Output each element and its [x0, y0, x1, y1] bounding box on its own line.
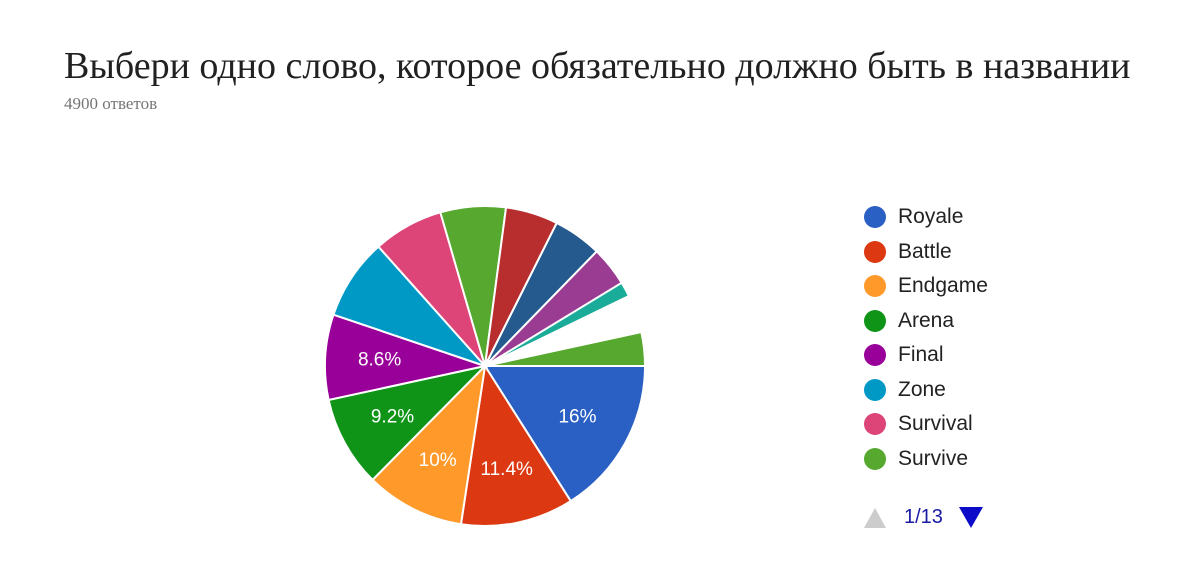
- legend-label: Final: [898, 343, 944, 367]
- legend-label: Royale: [898, 205, 964, 229]
- pie-slice-13: [484, 330, 647, 367]
- slice-label: 16%: [558, 406, 596, 427]
- pie-slice-arena: [327, 364, 489, 482]
- chart-title: Выбери одно слово, которое обязательно д…: [64, 45, 1131, 87]
- slice-label: 11.4%: [480, 459, 533, 480]
- legend-item-final: Final: [864, 338, 988, 373]
- legend-label: Survive: [898, 446, 969, 470]
- legend-item-zone: Zone: [864, 373, 988, 408]
- legend-label: Arena: [898, 308, 955, 332]
- legend-item-endgame: Endgame: [864, 269, 988, 304]
- page-indicator: 1/13: [904, 506, 943, 528]
- pie-slice-royale: [483, 365, 647, 503]
- legend-dot-icon: [864, 447, 886, 470]
- triangle-up-icon[interactable]: [864, 507, 886, 528]
- legend-item-arena: Arena: [864, 304, 988, 339]
- legend-item-survival: Survival: [864, 407, 988, 442]
- legend-dot-icon: [864, 344, 886, 367]
- triangle-down-icon[interactable]: [958, 507, 983, 528]
- legend-dot-icon: [864, 378, 886, 401]
- legend-label: Survival: [898, 412, 973, 436]
- legend: Royale Battle Endgame Arena Final Zone S…: [864, 200, 988, 476]
- legend-item-royale: Royale: [864, 200, 988, 235]
- legend-dot-icon: [864, 413, 886, 436]
- legend-pager: 1/13: [864, 506, 983, 529]
- legend-item-survive: Survive: [864, 442, 988, 477]
- legend-label: Zone: [898, 377, 946, 401]
- legend-dot-icon: [864, 275, 886, 298]
- slice-label: 8.6%: [358, 350, 401, 371]
- legend-dot-icon: [864, 240, 886, 263]
- pie-slice-endgame: [371, 363, 487, 526]
- legend-dot-icon: [864, 309, 886, 332]
- slice-label: 9.2%: [371, 406, 414, 427]
- slice-label: 10%: [419, 450, 457, 471]
- legend-label: Battle: [898, 239, 952, 263]
- legend-item-battle: Battle: [864, 235, 988, 270]
- pie-chart: 16% 11.4% 10% 9.2% 8.6%: [324, 205, 647, 527]
- legend-dot-icon: [864, 206, 886, 229]
- pie-slice-final: [324, 313, 489, 402]
- response-count: 4900 ответов: [64, 94, 158, 113]
- legend-label: Endgame: [898, 274, 988, 298]
- pie-slice-battle: [459, 363, 573, 527]
